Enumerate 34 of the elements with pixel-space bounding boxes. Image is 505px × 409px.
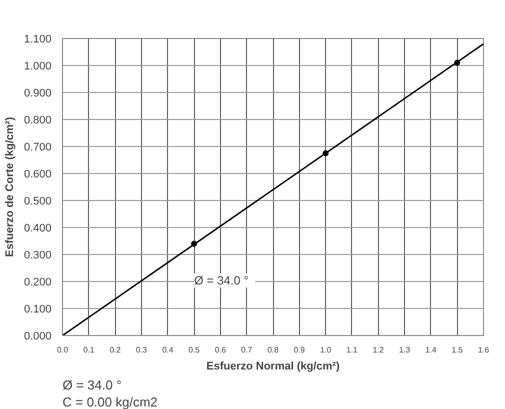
text: Ø = 34.0 ° (62, 378, 122, 392)
y-tick-label: 1.100 (24, 34, 52, 46)
annotation: Ø = 34.0 ° (194, 274, 249, 288)
x-tick-label: 0.9 (294, 346, 306, 354)
x-tick-label: 0.1 (83, 346, 95, 354)
y-tick-label: 0.300 (24, 250, 52, 262)
y-tick-label: 0.200 (24, 276, 52, 288)
x-tick-label: 1.5 (452, 346, 464, 354)
y-tick-label: 1.000 (24, 60, 52, 72)
x-tick-label: 0.4 (162, 346, 174, 354)
text: C = 0.00 kg/cm2 (62, 394, 158, 409)
y-axis-title: Esfuerzo de Corte (kg/cm²) (4, 116, 16, 257)
x-tick-label: 1.2 (372, 346, 384, 354)
y-tick-label: 0.700 (24, 142, 52, 154)
x-axis-title: Esfuerzo Normal (kg/cm²) (206, 360, 340, 372)
x-tick-label: 0.6 (214, 346, 226, 354)
y-tick-label: 0.100 (24, 304, 52, 316)
x-tick-label: 0.5 (188, 346, 200, 354)
x-tick-label: 0.2 (110, 346, 122, 354)
y-tick-label: 0.600 (24, 168, 52, 180)
y-tick-label: 0.000 (24, 330, 52, 342)
x-tick-label: 0.8 (267, 346, 280, 354)
y-tick-label: 0.900 (24, 88, 52, 100)
y-tick-label: 0.400 (24, 222, 52, 234)
x-tick-label: 1.4 (425, 346, 437, 354)
x-tick-label: 0.3 (136, 346, 148, 354)
x-tick-label: 0.7 (241, 346, 253, 354)
x-tick-label: 1.1 (346, 346, 358, 354)
y-tick-label: 0.500 (24, 196, 52, 208)
x-tick-label: 1.6 (478, 346, 490, 354)
x-tick-label: 0.0 (56, 346, 69, 354)
x-tick-label: 1.0 (320, 346, 332, 354)
x-tick-label: 1.3 (399, 346, 411, 354)
y-tick-label: 0.800 (24, 114, 52, 126)
